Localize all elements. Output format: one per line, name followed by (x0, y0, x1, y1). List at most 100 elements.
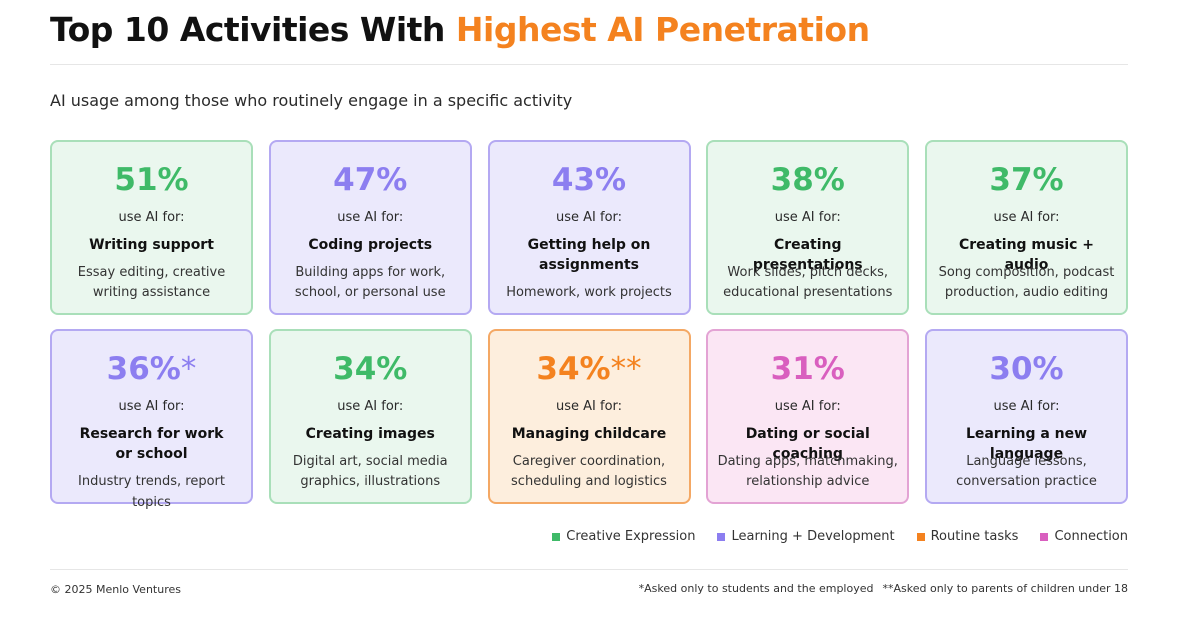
percent-value: 36%* (52, 349, 251, 389)
legend-label: Routine tasks (930, 529, 1019, 544)
category-legend: Creative Expression Learning + Developmen… (552, 529, 1128, 544)
percent-value: 31% (708, 349, 907, 389)
legend-label: Learning + Development (731, 529, 895, 544)
use-ai-for-label: use AI for: (774, 399, 841, 414)
activity-card: 31% use AI for: Dating or social coaching D… (706, 329, 910, 504)
activity-name-line: Coding projects (308, 237, 433, 253)
activity-name-line: Managing childcare (511, 426, 667, 442)
legend-item: Connection (1040, 529, 1128, 544)
activity-name: Getting help on assignments (500, 235, 679, 275)
copyright-text: © 2025 Menlo Ventures (50, 583, 181, 596)
activity-card: 51% use AI for: Writing support Essay editi… (50, 140, 253, 315)
use-ai-for-label: use AI for: (118, 210, 185, 225)
legend-swatch (717, 532, 726, 541)
activity-name: Coding projects (281, 235, 460, 255)
footnote-mark: ** (610, 351, 642, 387)
activity-name: Managing childcare (500, 424, 679, 444)
legend-swatch (916, 532, 925, 541)
use-ai-for-label: use AI for: (337, 399, 404, 414)
activity-description-line: Song composition, podcast (938, 265, 1115, 280)
percent-value: 38% (708, 160, 907, 200)
footer-divider (50, 569, 1128, 570)
activity-name-line: Learning a new language (965, 426, 1088, 462)
footnote-mark: * (180, 351, 197, 387)
activity-name: Research for work or school (62, 424, 241, 464)
activity-name-line: Research for work (79, 426, 224, 442)
use-ai-for-label: use AI for: (774, 210, 841, 225)
activity-name: Creating music + audio (937, 235, 1116, 275)
percent-label: 36% (106, 351, 181, 387)
activity-card: 34% use AI for: Creating images Digital art… (268, 329, 472, 504)
percent-label: 31% (770, 351, 845, 387)
percent-value: 51% (52, 160, 251, 200)
legend-swatch (552, 532, 561, 541)
activity-name: Creating images (281, 424, 460, 444)
percent-value: 30% (927, 349, 1126, 389)
activity-description-line: writing assistance (92, 285, 211, 300)
percent-label: 37% (989, 162, 1064, 198)
use-ai-for-label: use AI for: (993, 399, 1060, 414)
percent-value: 37% (927, 160, 1126, 200)
percent-value: 43% (490, 160, 689, 200)
percent-value: 47% (271, 160, 470, 200)
activity-name: Creating presentations (718, 235, 897, 275)
title-part-1: Top 10 Activities With (50, 10, 456, 49)
use-ai-for-label: use AI for: (337, 210, 404, 225)
percent-label: 34% (333, 351, 408, 387)
activity-card: 47% use AI for: Coding projects Building ap… (268, 140, 472, 315)
activity-name-line: Writing support (89, 237, 214, 253)
page-title: Top 10 Activities With Highest AI Penetr… (50, 10, 870, 49)
activity-description-line: Homework, work projects (506, 285, 672, 300)
activity-description-line: Industry trends, report topics (78, 474, 225, 510)
legend-item: Learning + Development (717, 529, 895, 544)
activity-name: Dating or social coaching (718, 424, 897, 464)
activity-description-line: relationship advice (746, 474, 870, 489)
activity-description-line: Caregiver coordination, (512, 454, 666, 469)
activity-name-line: Getting help on (527, 237, 651, 253)
activity-name-line: Creating music + audio (958, 237, 1095, 273)
activity-description-line: conversation practice (956, 474, 1097, 489)
activity-name-line: Creating presentations (752, 237, 863, 273)
activity-card: 43% use AI for: Getting help on assignments… (487, 140, 691, 315)
header-divider (50, 64, 1128, 65)
percent-label: 38% (770, 162, 845, 198)
activity-card: 30% use AI for: Learning a new language Lan… (925, 329, 1128, 504)
activity-description-line: Digital art, social media (292, 454, 448, 469)
use-ai-for-label: use AI for: (118, 399, 185, 414)
activity-name-line: Dating or social coaching (745, 426, 870, 462)
percent-label: 30% (989, 351, 1064, 387)
footnote-students: *Asked only to students and the employed (638, 582, 874, 595)
activity-card: 38% use AI for: Creating presentations Work… (706, 140, 910, 315)
activity-description-line: Building apps for work, (295, 265, 446, 280)
legend-swatch (1040, 532, 1049, 541)
activity-description-line: graphics, illustrations (300, 474, 441, 489)
percent-label: 51% (114, 162, 189, 198)
percent-label: 47% (333, 162, 408, 198)
percent-value: 34% (271, 349, 470, 389)
percent-label: 43% (551, 162, 627, 198)
activity-name-line: or school (115, 446, 188, 462)
activity-description-line: Work slides, pitch decks, (727, 265, 889, 280)
legend-item: Routine tasks (916, 529, 1019, 544)
activity-description-line: Language lessons, (966, 454, 1087, 469)
title-part-2-highlight: Highest AI Penetration (455, 10, 870, 49)
activity-name-line: Creating images (305, 426, 435, 442)
activity-description-line: scheduling and logistics (511, 474, 667, 489)
use-ai-for-label: use AI for: (555, 399, 623, 414)
activity-card: 37% use AI for: Creating music + audio Song… (925, 140, 1128, 315)
footnotes: *Asked only to students and the employed… (639, 582, 1128, 595)
legend-label: Connection (1054, 529, 1128, 544)
activity-description-line: Essay editing, creative (77, 265, 226, 280)
use-ai-for-label: use AI for: (555, 210, 623, 225)
legend-item: Creative Expression (552, 529, 695, 544)
legend-label: Creative Expression (566, 529, 696, 544)
activity-description-line: educational presentations (723, 285, 893, 300)
percent-label: 34% (536, 351, 611, 387)
activity-description-line: Dating apps, matchmaking, (717, 454, 898, 469)
activity-description-line: production, audio editing (944, 285, 1109, 300)
activity-description-line: school, or personal use (294, 285, 446, 300)
activity-card-grid: 51% use AI for: Writing support Essay editi… (50, 140, 1128, 510)
footnote-parents: **Asked only to parents of children unde… (882, 582, 1128, 595)
page-subtitle: AI usage among those who routinely engag… (50, 91, 573, 110)
activity-card: 34%** use AI for: Managing childcare Caregi… (487, 329, 691, 504)
